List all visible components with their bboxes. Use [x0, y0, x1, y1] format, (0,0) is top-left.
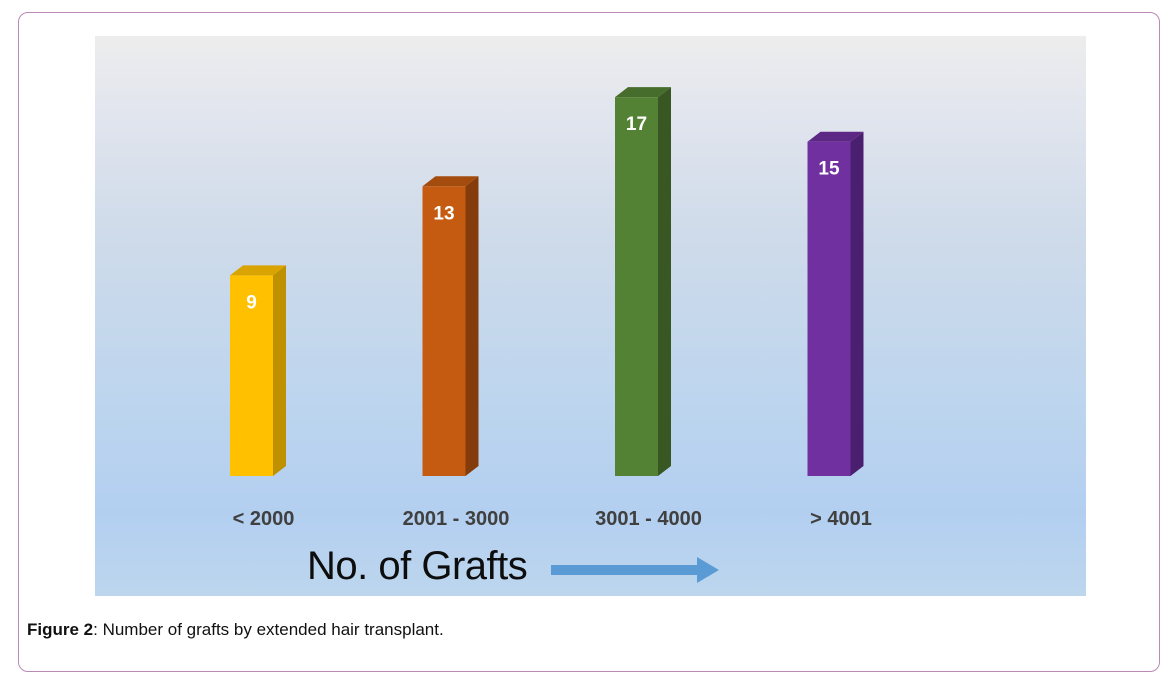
bar-side: [658, 87, 671, 476]
bar-side: [273, 265, 286, 476]
figure-frame: [18, 12, 1160, 672]
x-axis-title: No. of Grafts: [307, 544, 528, 588]
caption-label: Figure 2: [27, 620, 94, 639]
data-label: 9: [246, 292, 257, 313]
x-tick-label: > 4001: [810, 508, 872, 530]
bar: [807, 141, 851, 476]
data-label: 15: [818, 159, 840, 180]
x-tick-label: 2001 - 3000: [403, 508, 510, 530]
caption-text: : Number of grafts by extended hair tran…: [93, 620, 444, 639]
x-tick-label: 3001 - 4000: [595, 508, 702, 530]
bar-top: [807, 131, 864, 142]
bar-top: [230, 265, 286, 276]
bar-chart: 9 < 2000 13 2001 - 3000 17 3001 - 4000 15 > 400…: [230, 87, 872, 530]
right-arrow-icon: [551, 557, 719, 583]
data-label: 17: [626, 114, 647, 135]
bar-side: [465, 176, 479, 477]
x-tick-label: < 2000: [233, 508, 295, 530]
figure-caption: Figure 2: Number of grafts by extended h…: [27, 620, 444, 640]
bar-side: [850, 131, 864, 476]
bar: [230, 275, 273, 476]
chart-plot-area: 9 < 2000 13 2001 - 3000 17 3001 - 4000 15 > 400…: [95, 36, 1086, 596]
bar: [615, 97, 658, 476]
bar: [422, 186, 466, 477]
data-label: 13: [433, 203, 454, 224]
bar-top: [615, 87, 671, 98]
bar-top: [422, 176, 479, 187]
